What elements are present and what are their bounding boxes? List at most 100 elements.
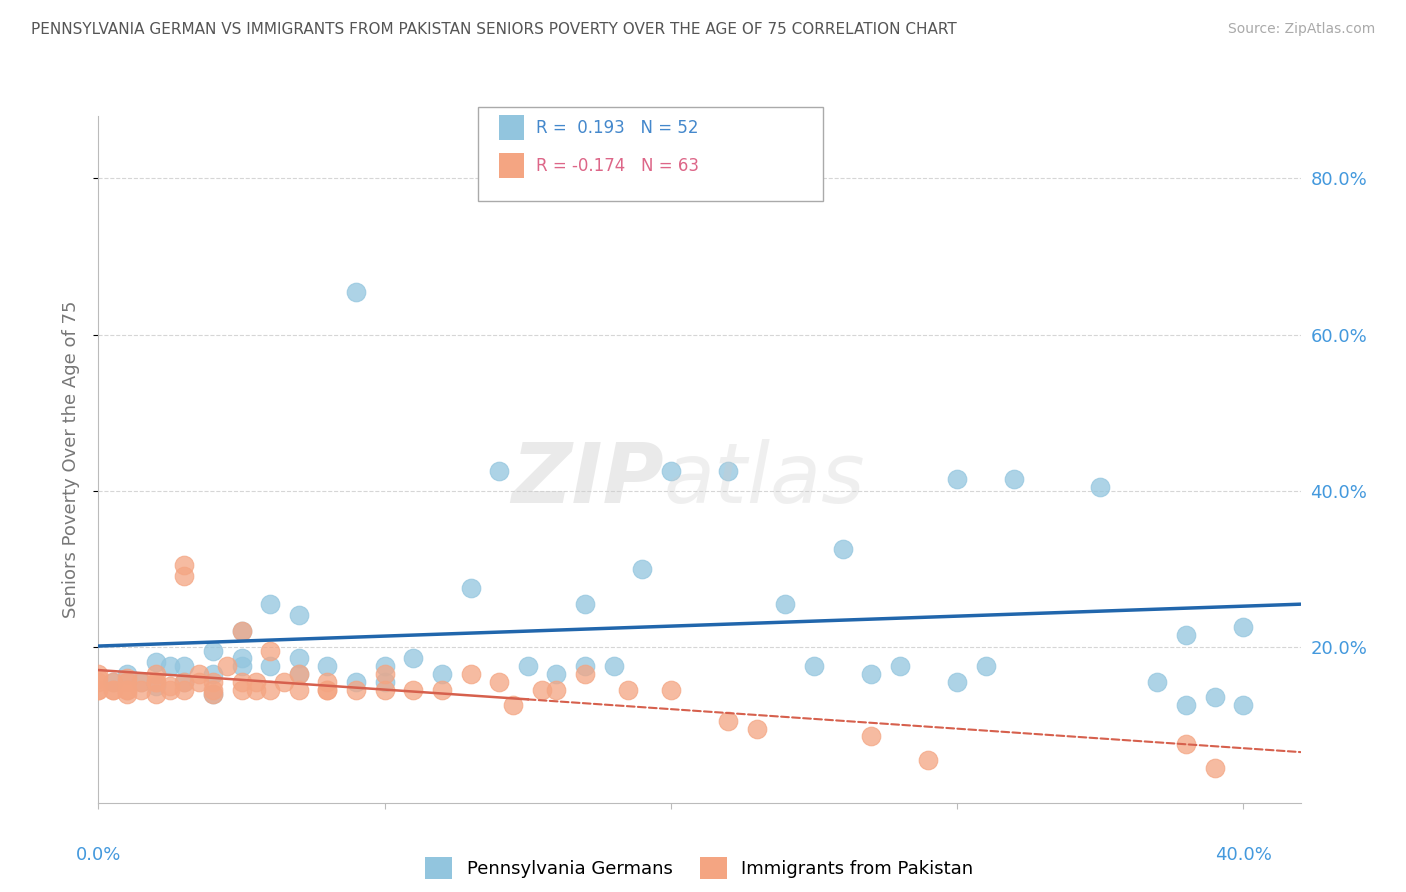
Point xyxy=(87,674,110,689)
Point xyxy=(460,581,482,595)
Point xyxy=(201,687,224,701)
Text: R = -0.174   N = 63: R = -0.174 N = 63 xyxy=(536,157,699,175)
Point xyxy=(803,659,825,673)
Point xyxy=(402,651,425,665)
Point xyxy=(574,667,596,681)
Point xyxy=(430,682,453,697)
Point xyxy=(173,674,195,689)
Point xyxy=(374,667,396,681)
Point xyxy=(201,682,224,697)
Point xyxy=(201,667,224,681)
Point xyxy=(101,682,124,697)
Text: atlas: atlas xyxy=(664,440,865,521)
Point xyxy=(1232,698,1254,713)
Legend: Pennsylvania Germans, Immigrants from Pakistan: Pennsylvania Germans, Immigrants from Pa… xyxy=(418,850,981,887)
Point xyxy=(231,682,253,697)
Point xyxy=(288,667,311,681)
Point xyxy=(187,674,209,689)
Point xyxy=(201,687,224,701)
Point xyxy=(231,674,253,689)
Point xyxy=(1088,480,1111,494)
Point xyxy=(173,569,195,583)
Point xyxy=(87,667,110,681)
Point xyxy=(1204,761,1226,775)
Point xyxy=(1204,690,1226,705)
Point xyxy=(131,674,153,689)
Point xyxy=(145,679,167,693)
Point xyxy=(1175,628,1198,642)
Point xyxy=(659,464,682,478)
Point xyxy=(775,597,797,611)
Point xyxy=(631,562,654,576)
Point xyxy=(574,597,596,611)
Text: PENNSYLVANIA GERMAN VS IMMIGRANTS FROM PAKISTAN SENIORS POVERTY OVER THE AGE OF : PENNSYLVANIA GERMAN VS IMMIGRANTS FROM P… xyxy=(31,22,956,37)
Point xyxy=(1175,737,1198,751)
Point xyxy=(159,679,181,693)
Point xyxy=(374,682,396,697)
Point xyxy=(101,682,124,697)
Point xyxy=(145,687,167,701)
Y-axis label: Seniors Poverty Over the Age of 75: Seniors Poverty Over the Age of 75 xyxy=(62,301,80,618)
Point xyxy=(889,659,911,673)
Point xyxy=(245,674,267,689)
Point xyxy=(831,542,853,557)
Point xyxy=(173,674,195,689)
Point xyxy=(259,682,281,697)
Point xyxy=(344,285,367,299)
Point xyxy=(316,659,339,673)
Point xyxy=(344,682,367,697)
Point xyxy=(1146,674,1168,689)
Point xyxy=(101,674,124,689)
Point xyxy=(745,722,768,736)
Point xyxy=(316,682,339,697)
Text: Source: ZipAtlas.com: Source: ZipAtlas.com xyxy=(1227,22,1375,37)
Text: ZIP: ZIP xyxy=(510,440,664,521)
Point xyxy=(87,682,110,697)
Point xyxy=(374,674,396,689)
Point xyxy=(145,674,167,689)
Point xyxy=(1232,620,1254,634)
Point xyxy=(316,682,339,697)
Point xyxy=(659,682,682,697)
Point xyxy=(488,464,510,478)
Point xyxy=(860,730,883,744)
Point xyxy=(717,714,740,728)
Point xyxy=(131,674,153,689)
Point xyxy=(502,698,524,713)
Point xyxy=(402,682,425,697)
Point xyxy=(245,682,267,697)
Point xyxy=(374,659,396,673)
Point xyxy=(974,659,997,673)
Point xyxy=(231,624,253,639)
Point xyxy=(115,682,138,697)
Point xyxy=(145,655,167,669)
Text: 0.0%: 0.0% xyxy=(76,846,121,863)
Point xyxy=(187,667,209,681)
Point xyxy=(173,682,195,697)
Point xyxy=(288,682,311,697)
Point xyxy=(946,674,969,689)
Point xyxy=(546,667,568,681)
Point xyxy=(87,682,110,697)
Point xyxy=(173,558,195,572)
Point xyxy=(131,682,153,697)
Point xyxy=(115,671,138,685)
Point xyxy=(617,682,640,697)
Point xyxy=(288,651,311,665)
Point xyxy=(946,472,969,486)
Point xyxy=(574,659,596,673)
Point xyxy=(273,674,295,689)
Point xyxy=(488,674,510,689)
Point xyxy=(259,597,281,611)
Point xyxy=(546,682,568,697)
Point xyxy=(101,674,124,689)
Text: 40.0%: 40.0% xyxy=(1215,846,1272,863)
Point xyxy=(516,659,538,673)
Point xyxy=(201,643,224,657)
Point xyxy=(602,659,624,673)
Point xyxy=(917,753,939,767)
Point xyxy=(145,674,167,689)
Point xyxy=(159,682,181,697)
Point xyxy=(344,674,367,689)
Point xyxy=(717,464,740,478)
